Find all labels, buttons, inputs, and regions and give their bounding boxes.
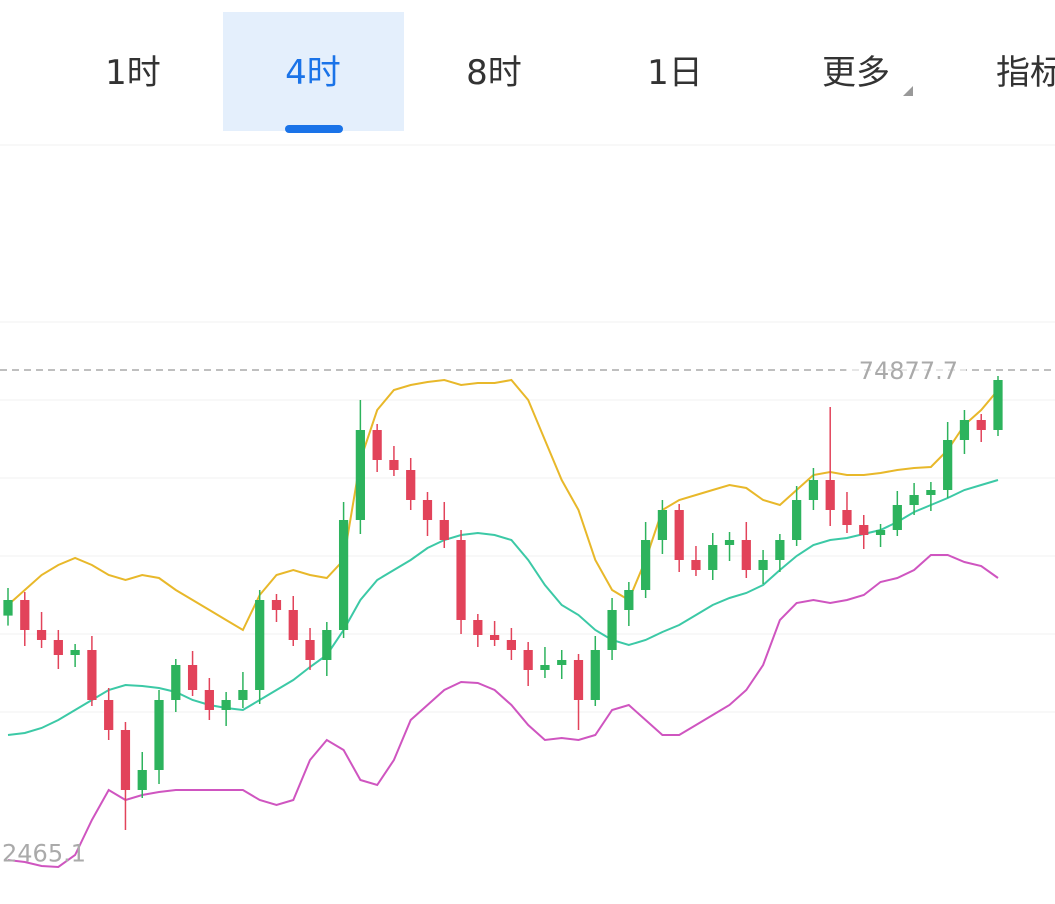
candle-body bbox=[204, 690, 214, 710]
candle-body bbox=[288, 610, 298, 640]
candle-body bbox=[456, 540, 466, 620]
candle-body bbox=[473, 620, 483, 635]
candle-body bbox=[53, 640, 63, 655]
candle-body bbox=[724, 540, 735, 545]
candle-body bbox=[104, 700, 114, 730]
tab[interactable]: 1日 bbox=[647, 53, 703, 93]
candle-body bbox=[389, 460, 399, 470]
last-price-label: 74877.7 bbox=[859, 357, 958, 385]
candle-body bbox=[842, 510, 852, 525]
candle-body bbox=[36, 630, 47, 640]
candle-body bbox=[926, 490, 936, 495]
candle-body bbox=[708, 545, 718, 570]
candle-body bbox=[657, 510, 668, 540]
candle-body bbox=[439, 520, 449, 540]
tab[interactable]: 8时 bbox=[466, 53, 522, 93]
tab[interactable]: 4时 bbox=[285, 53, 341, 93]
tab[interactable]: 更多 bbox=[822, 53, 890, 93]
candle-body bbox=[792, 500, 802, 540]
candle-body bbox=[171, 665, 181, 700]
candle-body bbox=[993, 380, 1003, 430]
candle-body bbox=[892, 505, 902, 530]
candle-body bbox=[540, 665, 550, 670]
candle-body bbox=[120, 730, 131, 790]
candle-body bbox=[741, 540, 751, 570]
tab[interactable]: 指标 bbox=[996, 53, 1055, 93]
candle-body bbox=[489, 635, 500, 640]
active-tab-indicator bbox=[285, 125, 343, 133]
candle-body bbox=[322, 630, 332, 660]
candle-body bbox=[909, 495, 919, 505]
candle-body bbox=[187, 665, 198, 690]
candle-body bbox=[976, 420, 986, 430]
candle-body bbox=[137, 770, 147, 790]
candle-body bbox=[221, 700, 231, 710]
candle-body bbox=[875, 530, 886, 535]
candle-body bbox=[959, 420, 970, 440]
candle-body bbox=[859, 525, 869, 535]
candle-body bbox=[422, 500, 433, 520]
candle-body bbox=[3, 600, 13, 616]
candle-body bbox=[825, 480, 835, 510]
candle-body bbox=[523, 650, 533, 670]
candle-body bbox=[20, 600, 30, 630]
candle-body bbox=[624, 590, 634, 610]
candle-body bbox=[758, 560, 768, 570]
candle-body bbox=[271, 600, 282, 610]
tab[interactable]: 1时 bbox=[105, 53, 161, 93]
more-arrow bbox=[903, 86, 913, 96]
candle-body bbox=[674, 510, 684, 560]
candle-body bbox=[372, 430, 382, 460]
candle-body bbox=[406, 470, 416, 500]
candle-body bbox=[557, 660, 567, 665]
candle-body bbox=[355, 430, 365, 520]
candle-body bbox=[506, 640, 517, 650]
label-bg bbox=[846, 355, 966, 386]
candle-body bbox=[154, 700, 164, 770]
candle-body bbox=[943, 440, 953, 490]
active-tab-bg bbox=[223, 12, 404, 131]
candle-body bbox=[338, 520, 349, 630]
candle-body bbox=[305, 640, 315, 660]
candle-body bbox=[607, 610, 617, 650]
candle-body bbox=[808, 480, 819, 500]
candle-body bbox=[255, 600, 265, 690]
candle-body bbox=[238, 690, 248, 700]
band-line bbox=[7, 554, 999, 869]
band-line bbox=[7, 378, 999, 632]
candle-body bbox=[641, 540, 651, 590]
candle-body bbox=[775, 540, 785, 560]
candle-body bbox=[87, 650, 97, 700]
candle-body bbox=[70, 650, 80, 655]
candle-body bbox=[590, 650, 600, 700]
candle-body bbox=[573, 660, 584, 700]
candle-body bbox=[691, 560, 701, 570]
